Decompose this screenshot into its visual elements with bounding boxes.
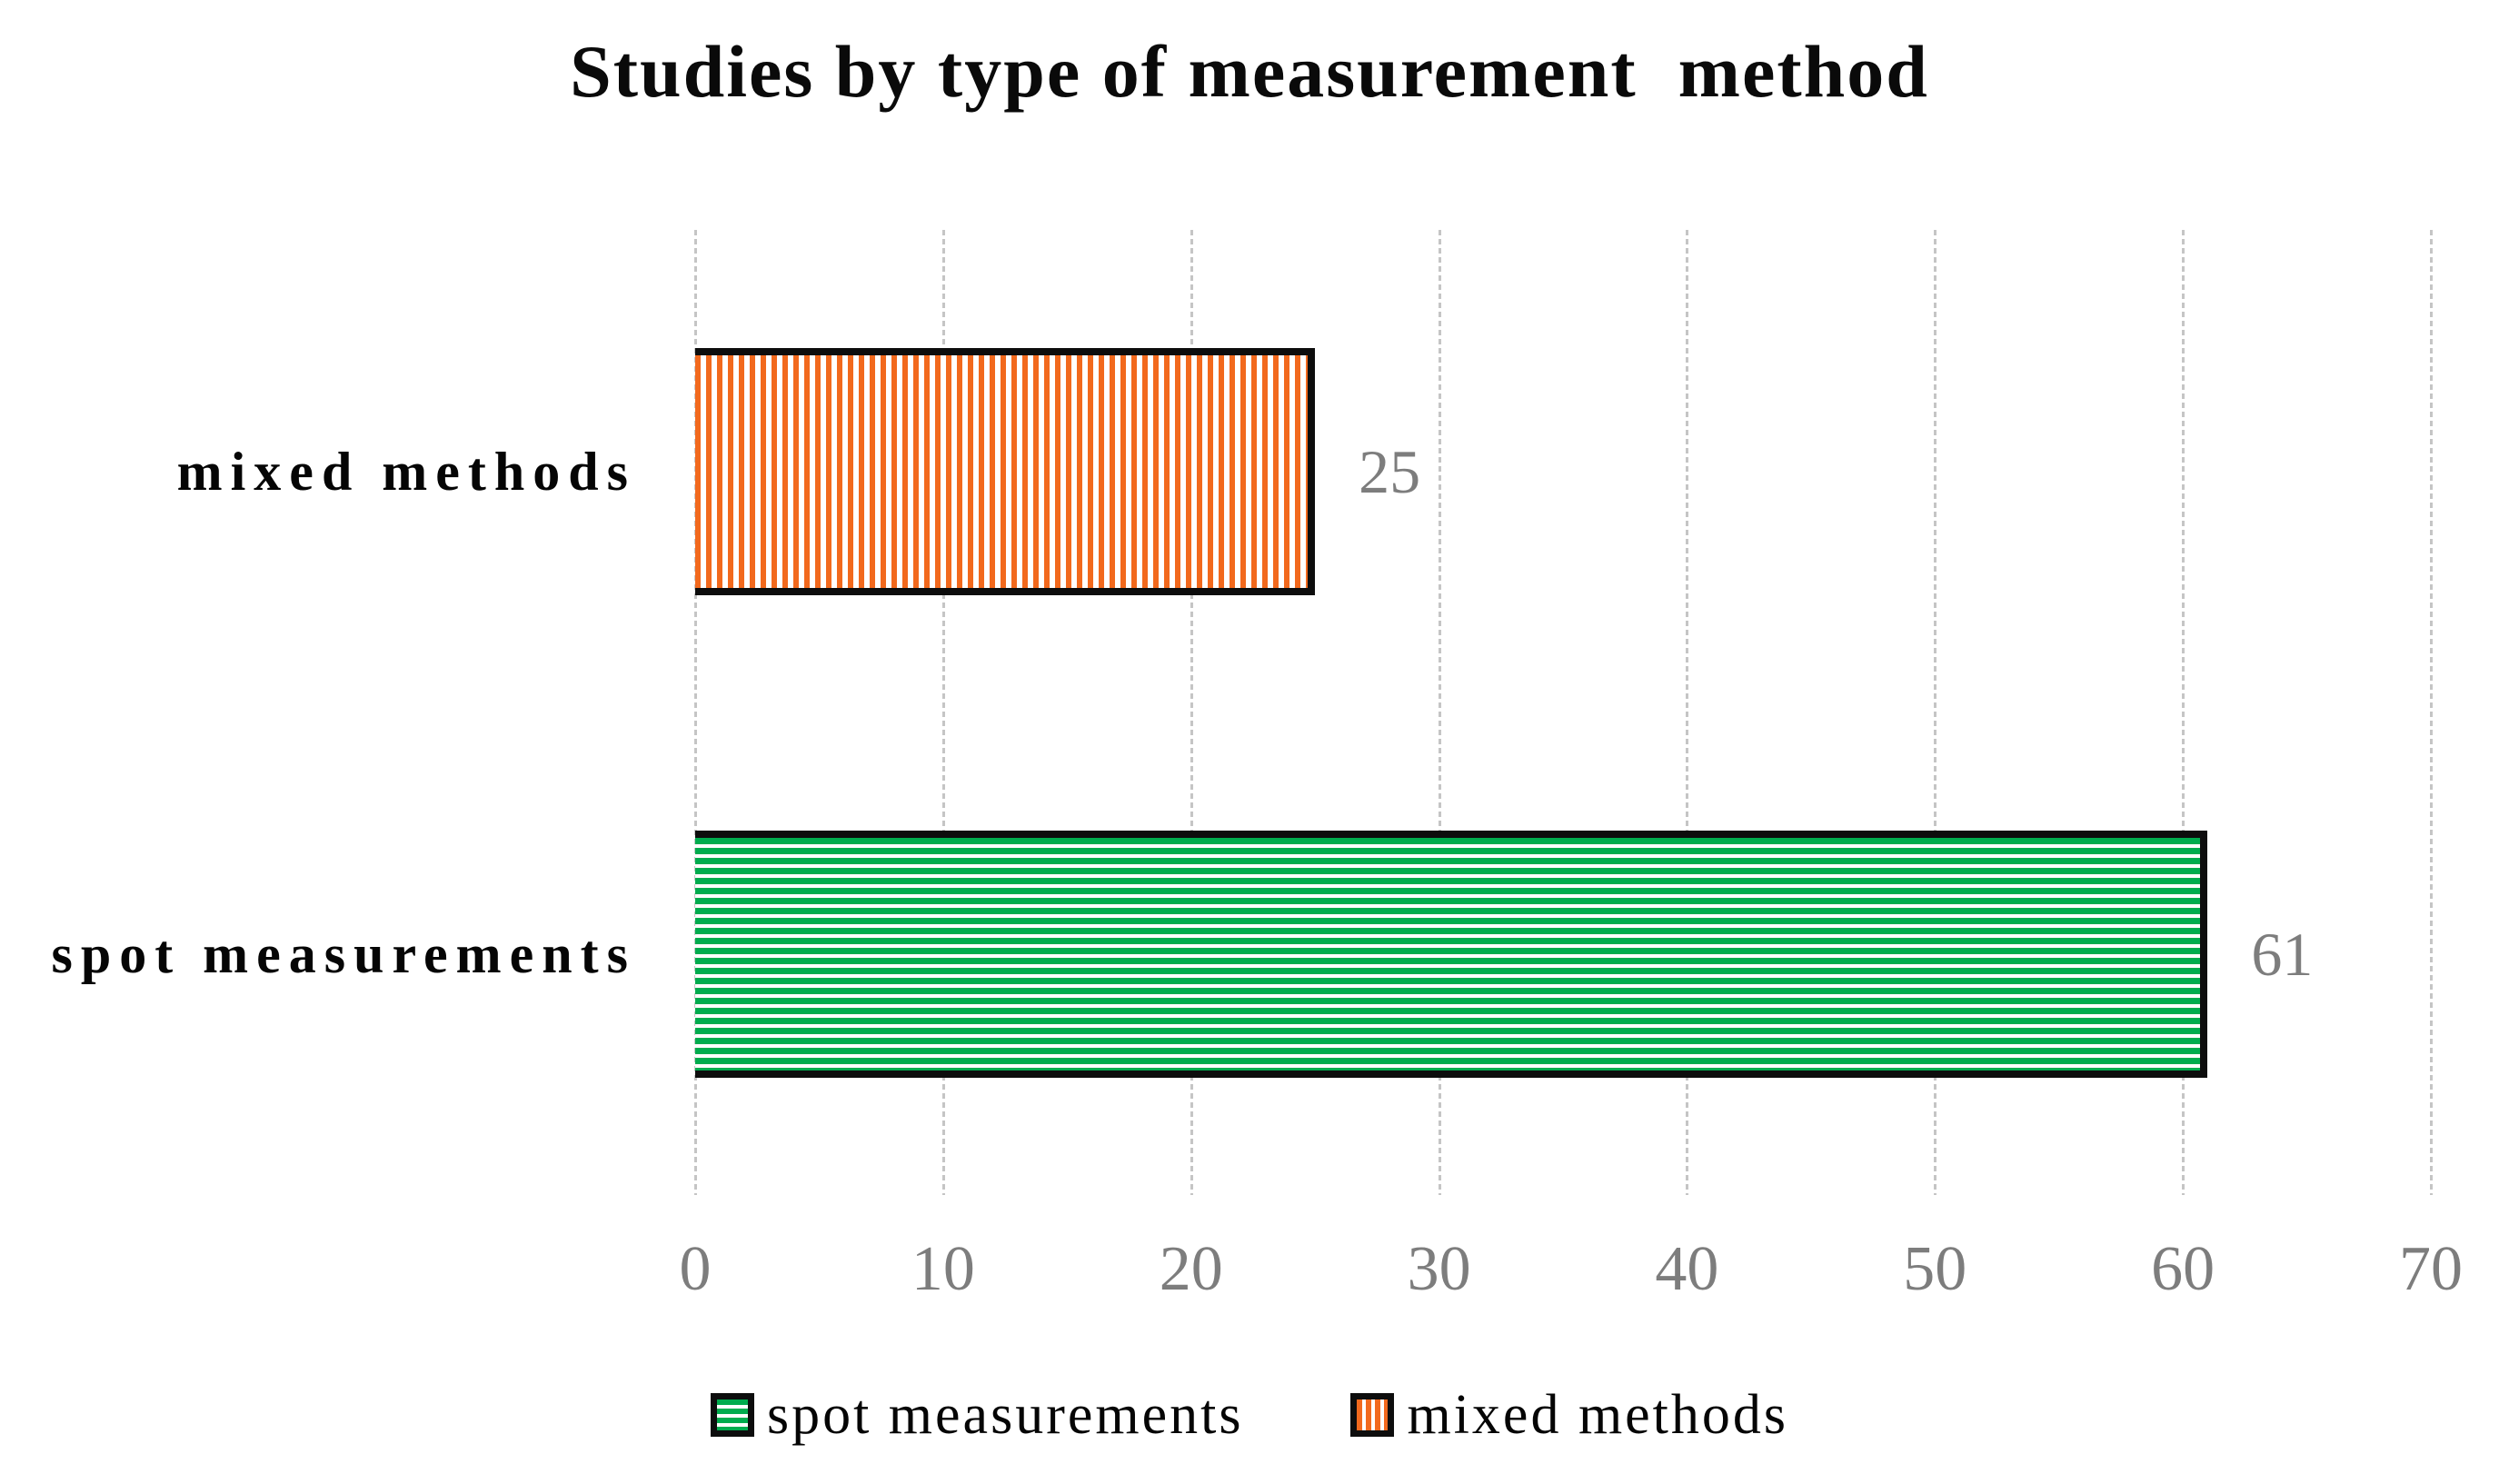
legend-label: spot measurements xyxy=(766,1384,1244,1446)
gridline xyxy=(2430,230,2433,1195)
legend: spot measurements mixed methods xyxy=(0,1374,2499,1456)
x-tick-label: 70 xyxy=(2399,1234,2463,1304)
gridline xyxy=(1438,230,1441,1195)
data-label: 61 xyxy=(2251,919,2314,989)
x-tick-label: 20 xyxy=(1159,1234,1223,1304)
x-tick-label: 50 xyxy=(1903,1234,1967,1304)
chart-title: Studies by type of measurement method xyxy=(570,30,1929,113)
gridline xyxy=(1190,230,1193,1195)
bar-spot-measurements xyxy=(695,830,2208,1078)
x-tick-label: 30 xyxy=(1407,1234,1471,1304)
gridline xyxy=(941,230,945,1195)
gridline xyxy=(1686,230,1689,1195)
gridline xyxy=(2182,230,2185,1195)
bar-mixed-methods xyxy=(695,347,1316,595)
legend-item: mixed methods xyxy=(1350,1383,1788,1447)
gridline xyxy=(694,230,697,1195)
gridline xyxy=(1934,230,1937,1195)
data-label: 25 xyxy=(1359,436,1421,506)
x-tick-label: 0 xyxy=(679,1234,712,1304)
category-label: mixed methods xyxy=(176,441,636,502)
legend-swatch-icon xyxy=(710,1393,754,1437)
x-tick-label: 60 xyxy=(2151,1234,2215,1304)
legend-swatch-icon xyxy=(1350,1393,1395,1437)
category-label: spot measurements xyxy=(51,923,636,984)
x-tick-label: 40 xyxy=(1655,1234,1719,1304)
x-tick-label: 10 xyxy=(911,1234,975,1304)
legend-item: spot measurements xyxy=(710,1383,1244,1447)
legend-label: mixed methods xyxy=(1407,1384,1789,1446)
